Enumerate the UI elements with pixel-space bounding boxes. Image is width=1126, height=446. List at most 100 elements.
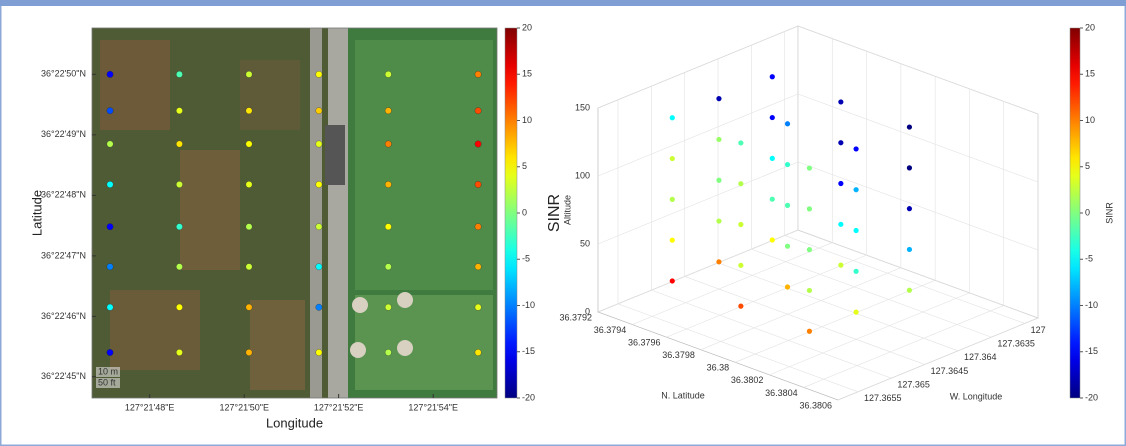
colorbar-tick-label: 10	[1085, 115, 1095, 125]
x-tick-label: 127°21'54"E	[408, 402, 458, 412]
data-point	[906, 165, 913, 171]
data-point	[176, 140, 183, 148]
data-point	[738, 221, 744, 228]
data-point	[769, 114, 775, 121]
data-point	[669, 115, 675, 121]
data-point	[906, 287, 913, 293]
z-grid-line	[797, 229, 1039, 319]
data-point	[784, 243, 791, 249]
colorbar-tick-label: 15	[522, 69, 532, 79]
x-tick-label: 36.3798	[662, 350, 695, 360]
data-point	[769, 237, 775, 243]
data-point	[384, 71, 392, 78]
data-point	[315, 223, 323, 231]
data-point	[384, 181, 392, 188]
colorbar-tick-label: -20	[522, 392, 535, 402]
y-tick-label: 36°22'46"N	[41, 311, 86, 321]
y-axis-label: Latitude	[29, 190, 44, 236]
data-point	[176, 349, 183, 356]
colorbar-tick-label: -10	[522, 300, 535, 310]
x-tick-label: 36.3802	[731, 375, 764, 385]
z-grid-line	[597, 93, 799, 177]
y-tick-label: 127.3635	[997, 339, 1035, 349]
data-point	[315, 107, 323, 115]
data-point	[906, 124, 913, 130]
x-axis-label: N. Latitude	[661, 390, 705, 400]
data-point	[806, 165, 813, 171]
data-point	[245, 303, 253, 311]
data-point	[806, 206, 813, 212]
scale-label: 10 m	[98, 366, 118, 376]
z-grid-line	[597, 161, 799, 245]
data-point	[784, 161, 791, 168]
colorbar-tick-label: -5	[522, 254, 530, 264]
data-point	[853, 309, 859, 315]
x-grid-line	[803, 305, 1004, 388]
data-point	[315, 181, 323, 188]
data-point	[315, 303, 323, 311]
x-tick-label: 127°21'52"E	[314, 402, 364, 412]
colorbar-tick-label: -15	[1085, 346, 1098, 356]
data-point	[176, 263, 183, 271]
data-point	[474, 263, 482, 271]
z-grid-line	[597, 25, 799, 109]
colorbar-tick-label: 5	[522, 161, 527, 171]
data-point	[669, 237, 675, 243]
data-point	[176, 71, 183, 78]
data-point	[716, 218, 722, 224]
data-point	[906, 206, 913, 212]
data-point	[769, 155, 775, 161]
x-tick-label: 127°21'50"E	[219, 402, 269, 412]
x-grid-line	[666, 254, 867, 338]
y-tick-label: 127	[1031, 325, 1046, 335]
data-point	[853, 268, 859, 274]
data-point	[245, 107, 253, 115]
z-tick-label: 100	[575, 170, 590, 180]
data-point	[738, 140, 744, 146]
x-grid-line	[735, 280, 936, 363]
y-tick-label: 36°22'50"N	[41, 69, 86, 79]
data-point	[384, 303, 392, 311]
y-tick-label: 36°22'49"N	[41, 129, 86, 139]
colorbar-tick-label: 10	[522, 115, 532, 125]
y-grid-line	[751, 248, 992, 338]
data-point	[474, 349, 482, 356]
colorbar-tick-label: -20	[1085, 392, 1098, 402]
data-point	[474, 223, 482, 231]
data-point	[716, 96, 722, 102]
data-point	[769, 74, 775, 80]
data-point	[716, 136, 722, 143]
x-tick-label: 127°21'48"E	[125, 402, 175, 412]
data-point	[315, 140, 323, 148]
data-point	[669, 196, 675, 202]
z-grid-line	[797, 25, 1039, 115]
data-point	[838, 221, 844, 227]
x-grid-line	[769, 292, 970, 376]
scale-box	[96, 378, 120, 388]
data-point	[806, 247, 813, 253]
data-point	[474, 303, 482, 311]
colorbar-label: SINR	[1104, 202, 1114, 224]
data-point	[784, 121, 791, 127]
x-grid-line	[700, 267, 901, 350]
y-grid-line	[784, 235, 1025, 324]
data-point	[384, 140, 392, 148]
y-grid-line	[717, 262, 959, 352]
data-point	[384, 107, 392, 115]
data-point	[784, 284, 791, 290]
data-point	[838, 180, 844, 187]
x-grid-line	[632, 242, 833, 325]
data-point	[806, 328, 813, 334]
data-point	[245, 181, 253, 188]
data-point	[784, 202, 791, 208]
x-tick-label: 36.3806	[799, 400, 832, 410]
data-point	[853, 227, 859, 234]
z-grid-line	[797, 161, 1039, 251]
data-point	[384, 349, 392, 356]
data-point	[769, 196, 775, 202]
data-point	[176, 181, 183, 188]
x-tick-label: 36.3792	[559, 312, 592, 322]
data-point	[106, 140, 114, 148]
colorbar-tick-label: 15	[1085, 69, 1095, 79]
